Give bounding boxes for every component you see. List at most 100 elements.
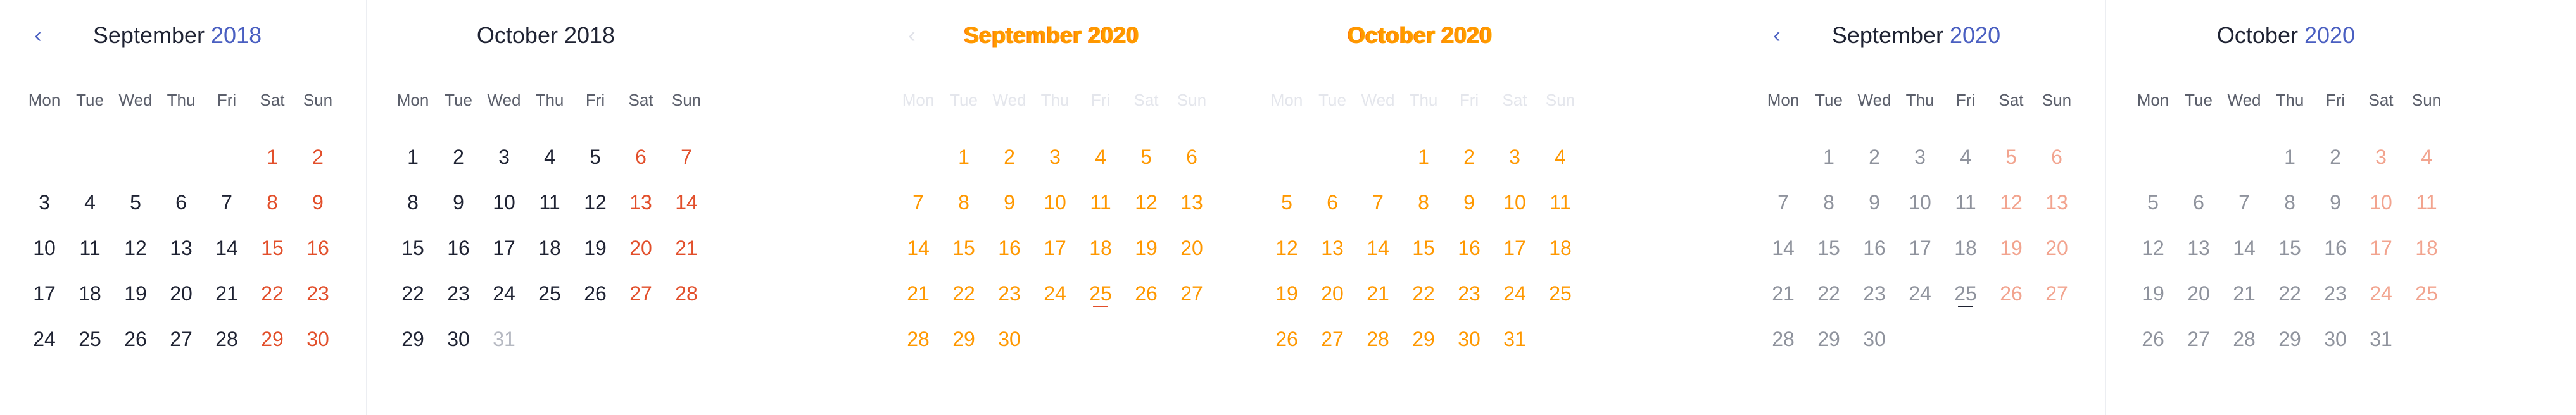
- day-cell[interactable]: 30: [2324, 328, 2347, 350]
- day-cell[interactable]: 20: [170, 282, 193, 305]
- day-cell[interactable]: 21: [1772, 282, 1795, 305]
- day-cell[interactable]: 4: [1555, 146, 1566, 168]
- day-cell[interactable]: 1: [2284, 146, 2295, 168]
- day-cell[interactable]: 17: [1044, 237, 1066, 259]
- day-cell[interactable]: 15: [261, 237, 284, 259]
- day-cell[interactable]: 20: [2187, 282, 2210, 305]
- day-cell[interactable]: 19: [124, 282, 147, 305]
- day-cell[interactable]: 18: [1954, 237, 1977, 259]
- day-cell[interactable]: 16: [1458, 237, 1481, 259]
- day-cell[interactable]: 20: [1321, 282, 1344, 305]
- day-cell[interactable]: 14: [2233, 237, 2256, 259]
- day-cell[interactable]: 15: [1817, 237, 1840, 259]
- day-cell[interactable]: 3: [2375, 146, 2387, 168]
- day-cell[interactable]: 12: [1135, 191, 1158, 214]
- day-cell[interactable]: 25: [538, 282, 561, 305]
- day-cell[interactable]: 24: [1503, 282, 1526, 305]
- day-cell[interactable]: 29: [2278, 328, 2301, 350]
- day-cell[interactable]: 12: [584, 191, 607, 214]
- day-cell[interactable]: 27: [2045, 282, 2068, 305]
- day-cell[interactable]: 23: [2324, 282, 2347, 305]
- day-cell[interactable]: 25: [1078, 271, 1123, 316]
- chevron-left-icon[interactable]: ‹: [1773, 23, 1781, 47]
- day-cell[interactable]: 4: [1095, 146, 1106, 168]
- day-cell[interactable]: 12: [2142, 237, 2164, 259]
- day-cell[interactable]: 31: [493, 328, 515, 350]
- year-label[interactable]: 2018: [564, 22, 616, 48]
- day-cell[interactable]: 1: [267, 146, 278, 168]
- day-cell[interactable]: 26: [124, 328, 147, 350]
- day-cell[interactable]: 18: [1089, 237, 1112, 259]
- day-cell[interactable]: 7: [221, 191, 232, 214]
- day-cell[interactable]: 2: [1869, 146, 1880, 168]
- day-cell[interactable]: 24: [1909, 282, 1931, 305]
- day-cell[interactable]: 16: [998, 237, 1021, 259]
- day-cell[interactable]: 25: [1549, 282, 1572, 305]
- day-cell[interactable]: 27: [629, 282, 652, 305]
- day-cell[interactable]: 14: [215, 237, 238, 259]
- day-cell[interactable]: 2: [453, 146, 464, 168]
- day-cell[interactable]: 11: [2416, 191, 2437, 214]
- day-cell[interactable]: 22: [401, 282, 424, 305]
- day-cell[interactable]: 5: [2005, 146, 2017, 168]
- year-label[interactable]: 2020: [2304, 22, 2356, 48]
- day-cell[interactable]: 26: [1135, 282, 1158, 305]
- day-cell[interactable]: 28: [1367, 328, 1389, 350]
- day-cell[interactable]: 26: [2142, 328, 2164, 350]
- day-cell[interactable]: 18: [1549, 237, 1572, 259]
- day-cell[interactable]: 10: [493, 191, 515, 214]
- day-cell[interactable]: 10: [1503, 191, 1526, 214]
- day-cell[interactable]: 4: [84, 191, 96, 214]
- day-cell[interactable]: 6: [2193, 191, 2204, 214]
- day-cell[interactable]: 7: [1777, 191, 1789, 214]
- day-cell[interactable]: 25: [1943, 271, 1988, 316]
- day-cell[interactable]: 9: [312, 191, 324, 214]
- day-cell[interactable]: 18: [79, 282, 101, 305]
- day-cell[interactable]: 16: [447, 237, 470, 259]
- chevron-left-icon[interactable]: ‹: [908, 23, 916, 47]
- day-cell[interactable]: 1: [1418, 146, 1429, 168]
- day-cell[interactable]: 27: [1321, 328, 1344, 350]
- day-cell[interactable]: 12: [124, 237, 147, 259]
- day-cell[interactable]: 17: [493, 237, 515, 259]
- day-cell[interactable]: 20: [2045, 237, 2068, 259]
- day-cell[interactable]: 15: [952, 237, 975, 259]
- day-cell[interactable]: 26: [1275, 328, 1298, 350]
- day-cell[interactable]: 1: [407, 146, 419, 168]
- day-cell[interactable]: 3: [1914, 146, 1926, 168]
- day-cell[interactable]: 23: [306, 282, 329, 305]
- day-cell[interactable]: 6: [1186, 146, 1197, 168]
- day-cell[interactable]: 13: [1180, 191, 1203, 214]
- day-cell[interactable]: 25: [79, 328, 101, 350]
- day-cell[interactable]: 30: [998, 328, 1021, 350]
- day-cell[interactable]: 20: [1180, 237, 1203, 259]
- year-label[interactable]: 2020: [1950, 22, 2001, 48]
- day-cell[interactable]: 13: [170, 237, 193, 259]
- day-cell[interactable]: 19: [2000, 237, 2023, 259]
- day-cell[interactable]: 11: [539, 191, 560, 214]
- day-cell[interactable]: 24: [493, 282, 515, 305]
- day-cell[interactable]: 5: [1140, 146, 1152, 168]
- day-cell[interactable]: 26: [584, 282, 607, 305]
- day-cell[interactable]: 23: [447, 282, 470, 305]
- day-cell[interactable]: 13: [2045, 191, 2068, 214]
- day-cell[interactable]: 6: [2051, 146, 2062, 168]
- day-cell[interactable]: 16: [1863, 237, 1886, 259]
- day-cell[interactable]: 2: [1463, 146, 1475, 168]
- day-cell[interactable]: 24: [2370, 282, 2392, 305]
- day-cell[interactable]: 29: [1817, 328, 1840, 350]
- day-cell[interactable]: 22: [2278, 282, 2301, 305]
- day-cell[interactable]: 24: [1044, 282, 1066, 305]
- day-cell[interactable]: 28: [2233, 328, 2256, 350]
- day-cell[interactable]: 14: [907, 237, 930, 259]
- day-cell[interactable]: 30: [447, 328, 470, 350]
- day-cell[interactable]: 9: [1463, 191, 1475, 214]
- day-cell[interactable]: 9: [2330, 191, 2341, 214]
- day-cell[interactable]: 3: [1509, 146, 1520, 168]
- day-cell[interactable]: 30: [1458, 328, 1481, 350]
- day-cell[interactable]: 8: [958, 191, 969, 214]
- day-cell[interactable]: 27: [1180, 282, 1203, 305]
- day-cell[interactable]: 14: [1772, 237, 1795, 259]
- day-cell[interactable]: 15: [401, 237, 424, 259]
- day-cell[interactable]: 13: [629, 191, 652, 214]
